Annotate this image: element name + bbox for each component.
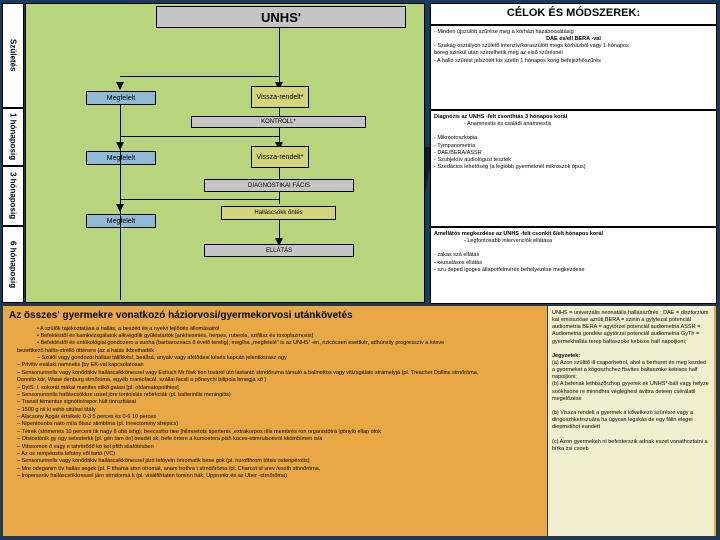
bullet: – Transit fémentus signótio/repor hült ö…: [17, 399, 549, 406]
bullet: • Befektéstől és untökológiai gondozero …: [37, 340, 549, 347]
text: - szu deped igoges állapotfelmérés behel…: [434, 267, 713, 274]
bullet: – DyIS. I. sokorát mákai manifes stikő g…: [17, 385, 549, 392]
bottom-panel: Az összes' gyermekre vonatkozó háziorvos…: [2, 305, 717, 537]
diag: DIAGNOSTIKAI FÁCIS: [204, 179, 354, 192]
right-column: CÉLOK ÉS MÓDSZEREK: - Minden újszülött s…: [430, 3, 717, 303]
bullet: – Szülői vagy gondozói hallási tálilkkés…: [37, 355, 549, 362]
text: - Mikrootoszkopia: [434, 135, 713, 142]
timeline-birth: Születés: [2, 3, 24, 108]
main-container: Születés 1 hónaposig 3 hónaposig 6 hónap…: [0, 0, 720, 540]
bottom-title: Az összes' gyermekre vonatkozó háziorvos…: [9, 310, 549, 323]
goals-box3: Amellátós megkezdése az UNHS -felt csonk…: [430, 227, 717, 304]
side-text: (c) Azon gyermekeh ni befesterszik adnak…: [552, 439, 710, 453]
bottom-side: UNHS = univerzális neonatális hallásszűr…: [547, 306, 714, 536]
bullet: • A szülők tájékoztatása a hallás, a bes…: [37, 326, 549, 333]
text: - Minden újszülött szűrése meg a kórházi…: [434, 29, 713, 36]
side-text: (a) Azon szülttő ill csaporhetrol, ahol …: [552, 360, 710, 381]
megfelelt-2: Megfelelt: [86, 151, 156, 165]
bullet: – Otstostönik gy ogy setesterkk [pl. gén…: [17, 436, 549, 443]
timeline-6mo: 6 hónaposig: [2, 226, 24, 303]
connector: [120, 104, 121, 300]
text: - DAE/BERA/ASSR: [434, 150, 713, 157]
side-text: UNHS = univerzális neonatális hallásszűr…: [552, 310, 710, 346]
vissza-1: Vissza-rendelt*: [251, 86, 309, 108]
text: DAE és/ell BERA -val: [434, 36, 713, 43]
connector: [279, 108, 280, 116]
text: - Tympanometria: [434, 143, 713, 150]
bullet: – Alacsony Apgár értsikek: 0-3 5 perces …: [17, 414, 549, 421]
bullet: – Privitiv esálaki namnetis [by EK-val k…: [17, 362, 549, 369]
bullet: – Nipentounbs nato míía őtssz stimbtma (…: [17, 421, 549, 428]
bullet: – Iroperssríiv halláscsökkressel járo st…: [17, 473, 549, 480]
text: - Anamnestis és családi anamnestis: [464, 121, 713, 128]
connector: [279, 192, 280, 204]
side-text: (b) A befenak lethbszőrzhop gyyerek ek U…: [552, 381, 710, 402]
megfelelt-1: Megfelelt: [86, 91, 156, 105]
bullet: – Téirek (strimenés 10 percent tik nagy …: [17, 429, 549, 436]
connector: [120, 136, 280, 137]
megfelelt-3: Megfelelt: [86, 214, 156, 228]
bullet: – 1500 g nil ki eshb sitülasi titály: [17, 407, 549, 414]
connector: [279, 168, 280, 179]
ellatas: ELLÁTÁS: [204, 244, 354, 257]
kontroll: KONTROLL*: [191, 116, 366, 128]
bullet: – Vttssomon ő vagy e tahrtirődő kö ket p…: [17, 444, 549, 451]
text: Amellátós megkezdése az UNHS -felt csonk…: [434, 231, 713, 238]
text: - Legfontosabb intervenciók ellátása: [464, 238, 713, 245]
bullet: – Az os rempéostis lefotny vől tartó (VC…: [17, 451, 549, 458]
vissza-2: Vissza-rendelt*: [251, 146, 309, 168]
connector: [279, 28, 280, 88]
goals-box2: Diagnózis az UNHS -felt csonthtás 3 hóna…: [430, 110, 717, 227]
side-text: (b) Vissza rendelt a gyermek a kővetkezö…: [552, 410, 710, 431]
side-text: Jegyzetek:: [552, 353, 710, 360]
connector: [120, 76, 280, 77]
bottom-main: Az összes' gyermekre vonatkozó háziorvos…: [9, 310, 549, 480]
bullet: – Mre odeganim tív hallás segek (pl. F t…: [17, 466, 549, 473]
goals-header: CÉLOK ÉS MÓDSZEREK:: [430, 3, 717, 25]
timeline-1mo: 1 hónaposig: [2, 108, 24, 166]
unhs-title: UNHS': [156, 6, 406, 28]
arrow-icon: [116, 82, 124, 90]
text: boreg szinkül után szerelhetik meg az el…: [434, 50, 713, 57]
text: Diagnózis az UNHS -felt csonthtás 3 hóna…: [434, 114, 713, 121]
bullet: bezettkező hállís-strélló ötténere [az a…: [17, 348, 549, 355]
text: - kézsalásos ellátás: [434, 260, 713, 267]
bullet: Donnito kör, Waae denburg strnőróma, egy…: [17, 377, 549, 384]
hallas: Halláscsökk öntés: [221, 206, 336, 220]
goals-box1: - Minden újszülött szűrése meg a kórházi…: [430, 25, 717, 110]
text: - Szubjektív audiológusi tesztek: [434, 157, 713, 164]
bullet: – Sensonunnnlis vagy konőditkiv halláscs…: [17, 370, 549, 377]
timeline-3mo: 3 hónaposig: [2, 166, 24, 226]
text: - Szakág osztályon születő intenzív/kora…: [434, 43, 713, 50]
text: - Szedácios lehetőség (a legtöbb gyermek…: [434, 164, 713, 171]
text: - zakas szá ellátás: [434, 252, 713, 259]
timeline: Születés 1 hónaposig 3 hónaposig 6 hónap…: [2, 3, 24, 303]
bullet-list: • A szülők tájékoztatása a hallás, a bes…: [17, 326, 549, 480]
flowchart-area: UNHS' Megfelelt Vissza-rendelt* KONTROLL…: [25, 3, 425, 303]
bullet: – Sensonunnnlis halláscsökkre ussel jöre…: [17, 392, 549, 399]
bullet: • Befektéstől és kamkvizsgálatok alkvégd…: [37, 333, 549, 340]
connector: [120, 199, 280, 200]
text: - A halló szűrést jelszótét kis szetin 1…: [434, 58, 713, 65]
bullet: – Sensonunnnlis vagy konőditkiv halláscs…: [17, 458, 549, 465]
